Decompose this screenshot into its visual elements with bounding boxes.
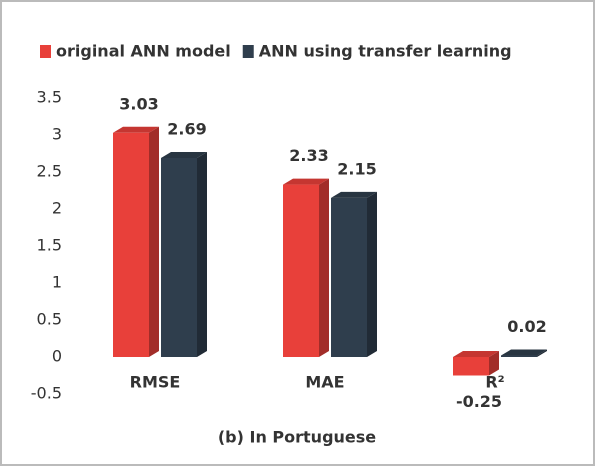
x-tick-label: RMSE xyxy=(130,373,181,392)
bar-side xyxy=(149,126,159,357)
bar-top xyxy=(113,126,159,133)
data-label: 2.33 xyxy=(289,146,328,165)
y-tick-label: 1 xyxy=(52,273,62,292)
x-tick-label: R² xyxy=(485,373,504,392)
bar-top xyxy=(501,349,547,356)
y-tick-label: 3 xyxy=(52,125,62,144)
y-tick-label: 3.5 xyxy=(37,88,62,107)
chart-title: (b) In Portuguese xyxy=(218,428,376,447)
bar xyxy=(161,157,197,357)
y-tick-label: 0.5 xyxy=(37,310,62,329)
y-tick-label: 2 xyxy=(52,199,62,218)
bar xyxy=(501,355,537,357)
legend-label: ANN using transfer learning xyxy=(259,42,512,61)
data-label: 2.15 xyxy=(337,159,376,178)
bar-top xyxy=(331,191,377,198)
bar-side xyxy=(319,178,329,357)
data-label: 3.03 xyxy=(119,94,158,113)
bar-side xyxy=(489,351,499,376)
bar-top xyxy=(283,178,329,185)
data-label: 0.02 xyxy=(507,317,546,336)
y-tick-label: 1.5 xyxy=(37,236,62,255)
bar xyxy=(283,184,319,357)
data-label: 2.69 xyxy=(167,119,206,138)
bar-side xyxy=(537,349,547,357)
bar-side xyxy=(367,191,377,357)
data-label: -0.25 xyxy=(456,392,502,411)
y-tick-label: 2.5 xyxy=(37,162,62,181)
bar xyxy=(113,132,149,357)
x-tick-label: MAE xyxy=(305,373,344,392)
bar-top xyxy=(453,351,499,357)
y-tick-label: -0.5 xyxy=(31,384,62,403)
bar-top xyxy=(161,151,207,158)
legend-swatch xyxy=(242,45,254,58)
bar-side xyxy=(197,151,207,357)
legend-swatch xyxy=(40,45,51,58)
legend-label: original ANN model xyxy=(56,42,231,61)
y-tick-label: 0 xyxy=(52,347,62,366)
bar xyxy=(453,357,489,376)
bar xyxy=(331,197,367,357)
